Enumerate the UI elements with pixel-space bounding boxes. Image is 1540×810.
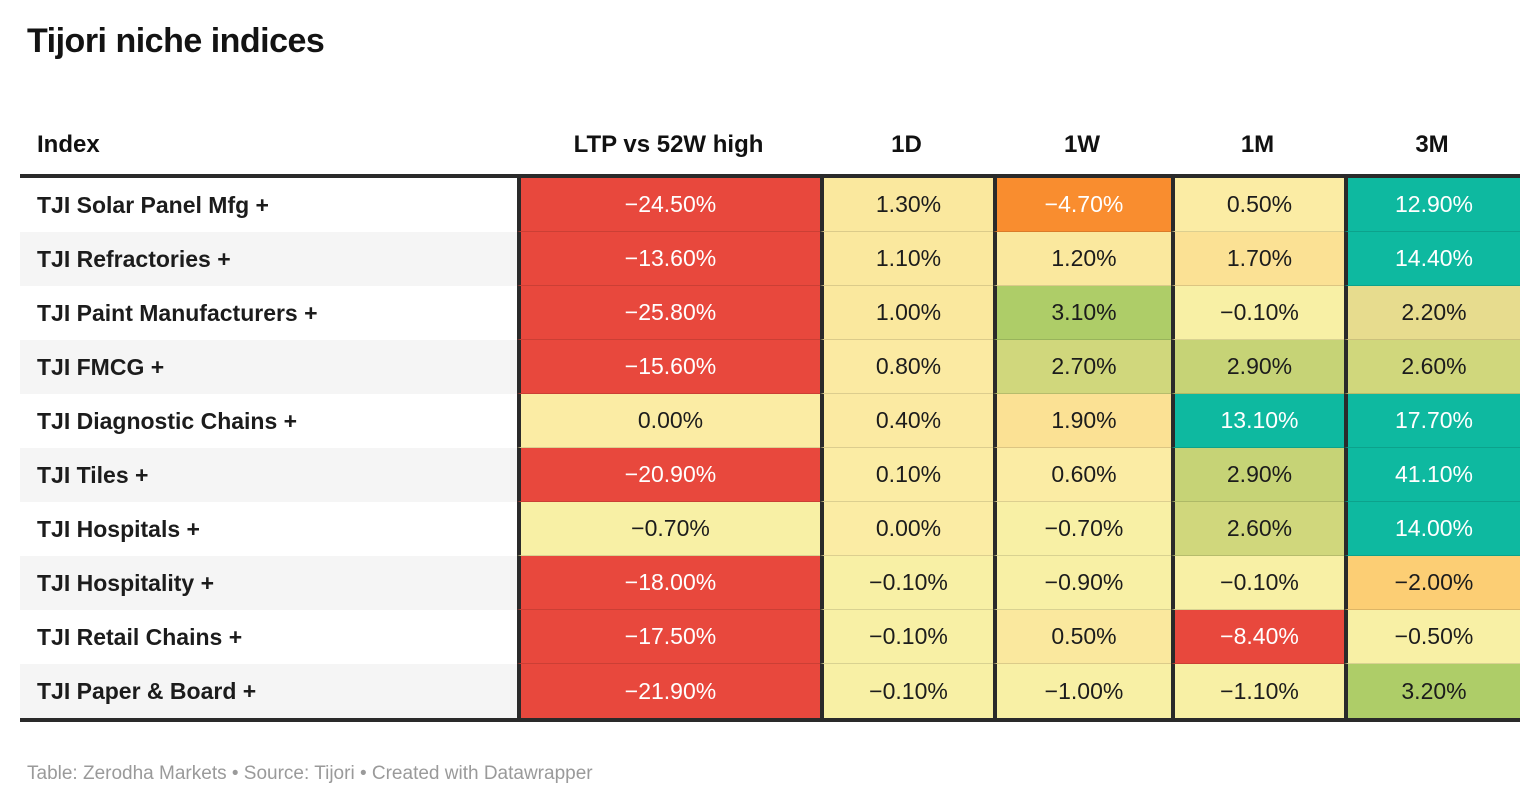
value-cell: 0.80% (820, 340, 993, 394)
column-header-index: Index (37, 131, 100, 158)
table-row: TJI Paint Manufacturers + −25.80% 1.00% 3.1… (20, 286, 1520, 340)
index-name-cell: TJI Diagnostic Chains + (20, 394, 517, 448)
table-row: TJI Hospitality + −18.00% −0.10% −0.90% −0.1… (20, 556, 1520, 610)
value-cell: −24.50% (517, 178, 820, 232)
table-row: TJI Tiles + −20.90% 0.10% 0.60% 2.90% 41.10% (20, 448, 1520, 502)
value-cell: −0.50% (1344, 610, 1520, 664)
value-cell: 2.60% (1171, 502, 1344, 556)
index-name-cell: TJI Refractories + (20, 232, 517, 286)
value-cell: −8.40% (1171, 610, 1344, 664)
column-header-3m: 3M (1415, 131, 1449, 158)
value-cell: 0.60% (993, 448, 1171, 502)
value-cell: −0.10% (1171, 286, 1344, 340)
value-cell: −17.50% (517, 610, 820, 664)
column-header-1m: 1M (1240, 131, 1275, 158)
value-cell: −0.10% (820, 664, 993, 718)
value-cell: 3.20% (1344, 664, 1520, 718)
value-cell: −15.60% (517, 340, 820, 394)
value-cell: 1.70% (1171, 232, 1344, 286)
index-name-cell: TJI Hospitals + (20, 502, 517, 556)
value-cell: −1.10% (1171, 664, 1344, 718)
value-cell: 2.90% (1171, 448, 1344, 502)
value-cell: 0.50% (993, 610, 1171, 664)
index-name-cell: TJI Solar Panel Mfg + (20, 178, 517, 232)
table-row: TJI Paper & Board + −21.90% −0.10% −1.00% −1… (20, 664, 1520, 718)
chart-title: Tijori niche indices (27, 22, 325, 60)
index-name-cell: TJI Retail Chains + (20, 610, 517, 664)
value-cell: 2.70% (993, 340, 1171, 394)
value-cell: 0.10% (820, 448, 993, 502)
table-row: TJI Hospitals + −0.70% 0.00% −0.70% 2.60% 14.… (20, 502, 1520, 556)
value-cell: −0.10% (1171, 556, 1344, 610)
value-cell: −4.70% (993, 178, 1171, 232)
index-name-cell: TJI FMCG + (20, 340, 517, 394)
column-header-1d: 1D (891, 131, 922, 158)
attribution-line: Table: Zerodha Markets • Source: Tijori … (27, 763, 593, 784)
value-cell: 2.20% (1344, 286, 1520, 340)
table-row: TJI Solar Panel Mfg + −24.50% 1.30% −4.70% 0… (20, 178, 1520, 232)
value-cell: −0.90% (993, 556, 1171, 610)
value-cell: 41.10% (1344, 448, 1520, 502)
value-cell: 13.10% (1171, 394, 1344, 448)
value-cell: 1.30% (820, 178, 993, 232)
value-cell: 2.90% (1171, 340, 1344, 394)
index-name-cell: TJI Hospitality + (20, 556, 517, 610)
value-cell: 1.90% (993, 394, 1171, 448)
value-cell: 0.00% (517, 394, 820, 448)
table-row: TJI Retail Chains + −17.50% −0.10% 0.50% −8.… (20, 610, 1520, 664)
value-cell: −1.00% (993, 664, 1171, 718)
value-cell: 12.90% (1344, 178, 1520, 232)
value-cell: 17.70% (1344, 394, 1520, 448)
value-cell: −25.80% (517, 286, 820, 340)
table-row: TJI FMCG + −15.60% 0.80% 2.70% 2.90% 2.60% (20, 340, 1520, 394)
value-cell: 0.50% (1171, 178, 1344, 232)
value-cell: 14.40% (1344, 232, 1520, 286)
value-cell: −0.70% (993, 502, 1171, 556)
index-name-cell: TJI Paint Manufacturers + (20, 286, 517, 340)
value-cell: −13.60% (517, 232, 820, 286)
value-cell: −2.00% (1344, 556, 1520, 610)
value-cell: 1.00% (820, 286, 993, 340)
value-cell: −0.10% (820, 556, 993, 610)
value-cell: −21.90% (517, 664, 820, 718)
value-cell: 1.20% (993, 232, 1171, 286)
value-cell: 1.10% (820, 232, 993, 286)
value-cell: −20.90% (517, 448, 820, 502)
value-cell: 0.40% (820, 394, 993, 448)
table-row: TJI Diagnostic Chains +0.00% 0.40% 1.90% 13… (20, 394, 1520, 448)
value-cell: −18.00% (517, 556, 820, 610)
value-cell: 2.60% (1344, 340, 1520, 394)
index-name-cell: TJI Tiles + (20, 448, 517, 502)
table-header-row: Index LTP vs 52W high 1D 1W 1M 3M (20, 116, 1520, 178)
indices-table: Index LTP vs 52W high 1D 1W 1M 3M TJI So… (20, 116, 1520, 722)
index-name-cell: TJI Paper & Board + (20, 664, 517, 718)
column-header-1w: 1W (1064, 131, 1100, 158)
value-cell: −0.70% (517, 502, 820, 556)
table-body: TJI Solar Panel Mfg + −24.50% 1.30% −4.70% 0… (20, 178, 1520, 722)
value-cell: 3.10% (993, 286, 1171, 340)
value-cell: 0.00% (820, 502, 993, 556)
table-row: TJI Refractories + −13.60% 1.10% 1.20% 1.70%… (20, 232, 1520, 286)
column-header-ltp-vs-52w-high: LTP vs 52W high (573, 131, 764, 158)
value-cell: 14.00% (1344, 502, 1520, 556)
value-cell: −0.10% (820, 610, 993, 664)
